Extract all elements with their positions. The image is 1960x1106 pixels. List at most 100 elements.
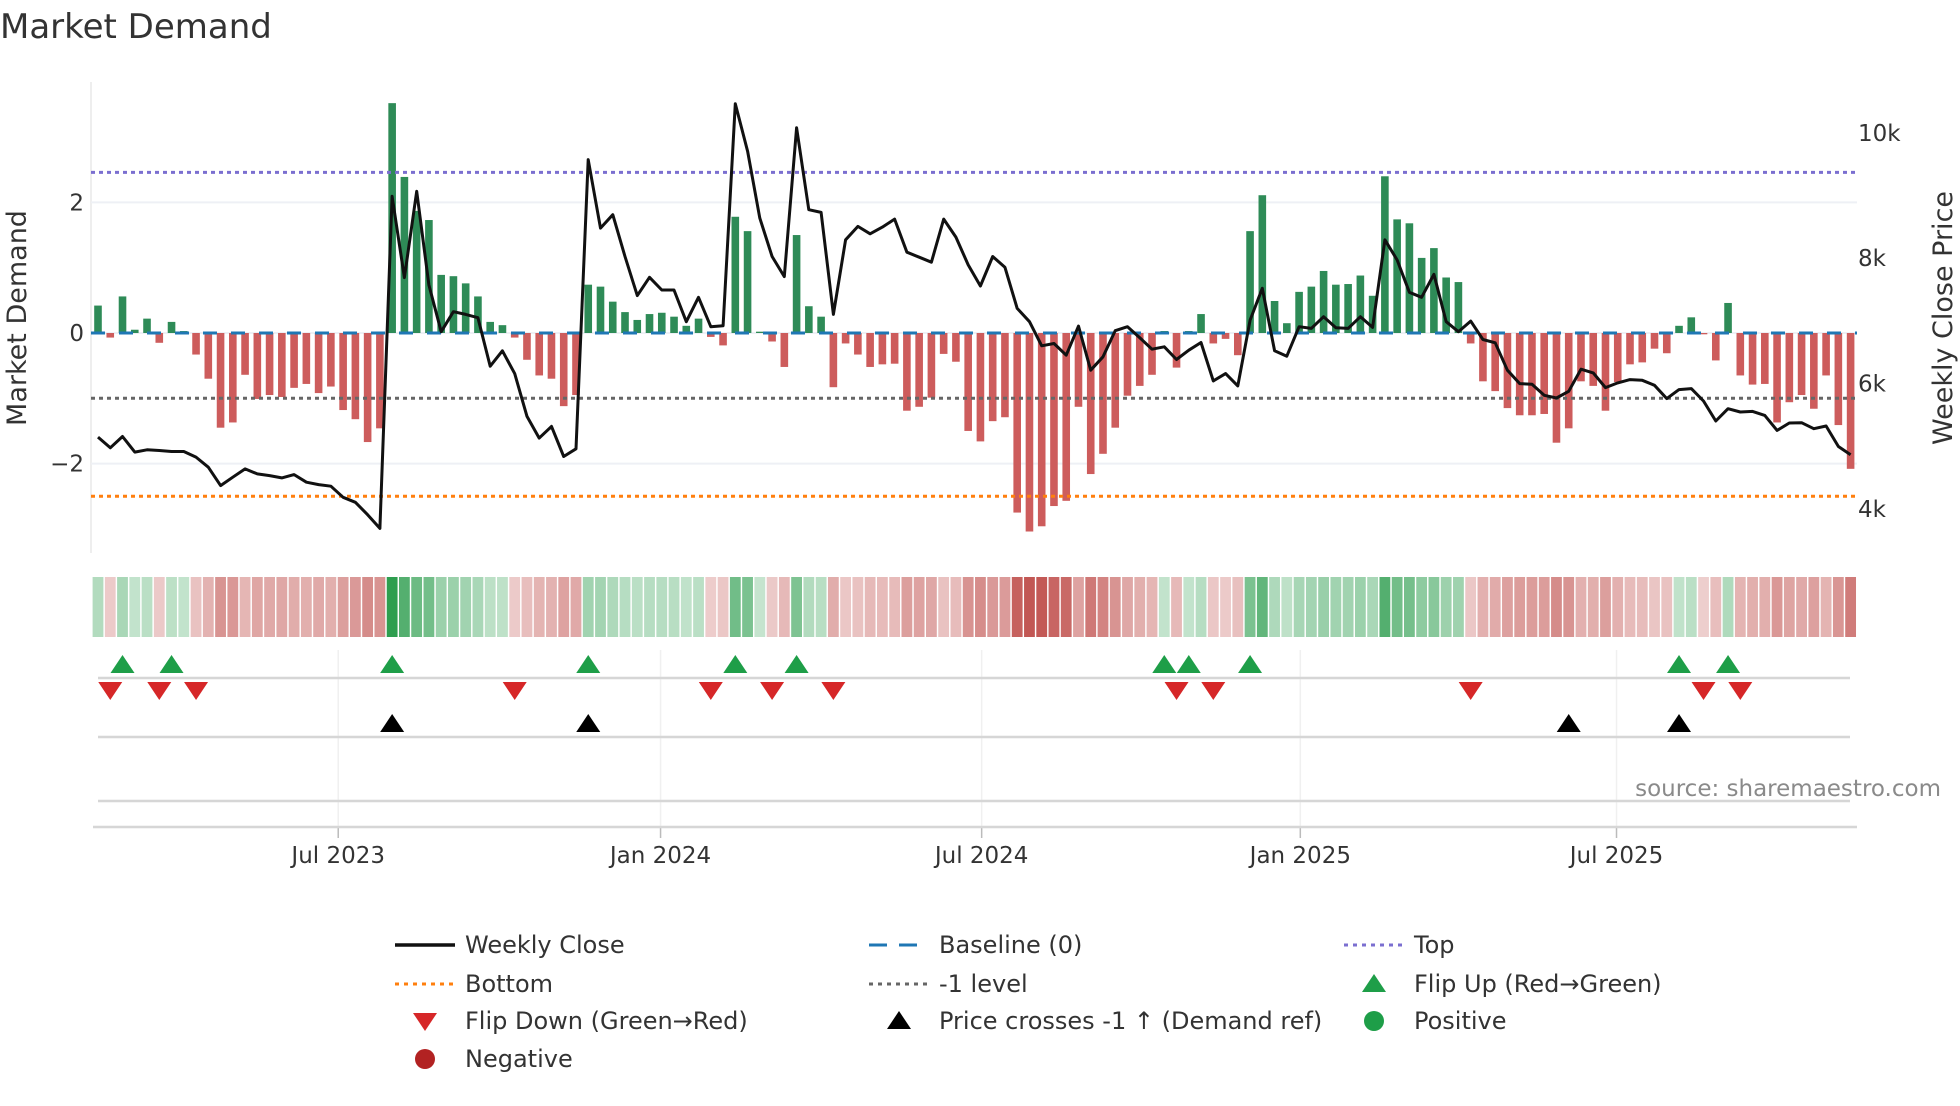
heat-cell — [509, 577, 521, 637]
y2-tick-label: 6k — [1858, 372, 1887, 398]
demand-bar — [437, 274, 445, 333]
legend-label: Price crosses -1 ↑ (Demand ref) — [939, 1007, 1322, 1035]
demand-bar — [670, 316, 678, 333]
axis-ticks: 2 0 −2 10k 8k 6k 4k — [50, 121, 1901, 523]
demand-bar — [1491, 333, 1499, 392]
demand-bar — [314, 333, 323, 394]
legend-triangle-down-icon — [413, 1013, 437, 1031]
heat-cell — [1796, 577, 1807, 637]
demand-bar — [1564, 333, 1573, 429]
heat-cell — [999, 577, 1011, 637]
demand-bar — [498, 325, 507, 333]
demand-bar — [1810, 333, 1818, 409]
flip-down-marker — [184, 682, 209, 700]
heat-cell — [325, 577, 337, 637]
gridlines — [90, 82, 1857, 553]
demand-bar — [510, 333, 519, 338]
demand-bar — [1724, 302, 1732, 333]
demand-bar — [1270, 301, 1279, 333]
heat-cell — [1195, 577, 1207, 637]
heat-cell — [1624, 577, 1636, 637]
heat-cell — [558, 577, 570, 637]
heat-cell — [595, 577, 606, 637]
heat-cell — [1354, 577, 1366, 637]
demand-bar — [1209, 333, 1218, 344]
demand-bar — [143, 318, 151, 333]
demand-bar — [1761, 333, 1769, 384]
legend-label: Bottom — [465, 970, 553, 998]
demand-bar — [461, 283, 470, 333]
flip-up-marker — [380, 655, 405, 673]
demand-bar — [1001, 333, 1009, 418]
demand-bar — [657, 312, 666, 333]
heat-cell — [1134, 577, 1146, 637]
heat-cell — [1256, 577, 1268, 637]
demand-bar — [1037, 333, 1046, 527]
demand-bar — [927, 333, 936, 398]
demand-bar — [841, 333, 850, 344]
y2-tick-label: 4k — [1858, 497, 1887, 523]
demand-bar — [903, 333, 911, 411]
heat-cell — [1318, 577, 1329, 637]
demand-bar — [1711, 333, 1720, 361]
demand-bar — [1258, 195, 1267, 333]
demand-bar — [1479, 333, 1487, 382]
legend-label: Negative — [465, 1045, 573, 1073]
flip-down-marker — [1458, 682, 1483, 700]
heat-cell — [1563, 577, 1575, 637]
heat-cell — [362, 577, 374, 637]
demand-bar — [486, 321, 494, 333]
heat-cell — [129, 577, 141, 637]
flip-up-marker — [1238, 655, 1263, 673]
legend-label: Positive — [1414, 1007, 1507, 1035]
heat-cell — [497, 577, 508, 637]
heat-cell — [141, 577, 153, 637]
heat-cell — [570, 577, 582, 637]
demand-bar — [1822, 333, 1830, 376]
heat-cell — [1379, 577, 1391, 637]
demand-bar — [400, 176, 409, 333]
heat-cell — [239, 577, 251, 637]
heat-cell — [1085, 577, 1097, 637]
demand-bar — [866, 333, 874, 367]
heat-cell — [1526, 577, 1538, 637]
heat-cell — [852, 577, 864, 637]
heat-cell — [423, 577, 435, 637]
demand-bar — [633, 319, 642, 333]
heat-cell — [1636, 577, 1648, 637]
demand-bar — [1442, 277, 1450, 333]
heat-cell — [1024, 577, 1035, 637]
demand-bar — [535, 333, 544, 376]
heat-cell — [1122, 577, 1133, 637]
y-tick-label: 2 — [69, 190, 84, 216]
heat-cell — [178, 577, 190, 637]
heat-cell — [1146, 577, 1158, 637]
demand-bar — [805, 306, 813, 333]
demand-bar — [1234, 333, 1242, 356]
heat-cell — [448, 577, 459, 637]
demand-bar — [523, 333, 531, 360]
heat-cell — [484, 577, 496, 637]
heat-cell — [607, 577, 619, 637]
heat-cell — [938, 577, 950, 637]
demand-bar — [1025, 333, 1034, 532]
legend-label: -1 level — [939, 970, 1028, 998]
demand-bar — [878, 333, 887, 365]
heat-cell — [117, 577, 128, 637]
heat-cell — [1489, 577, 1501, 637]
demand-bar — [1246, 231, 1254, 333]
heat-cell — [668, 577, 680, 637]
heat-cell — [1391, 577, 1403, 637]
demand-bar — [1846, 333, 1855, 469]
heat-cell — [1783, 577, 1795, 637]
demand-bar — [351, 333, 360, 420]
heat-cell — [1710, 577, 1722, 637]
demand-bar — [192, 333, 200, 355]
heat-cell — [1587, 577, 1599, 637]
heat-cell — [766, 577, 778, 637]
heat-cell — [1403, 577, 1415, 637]
demand-bar — [988, 333, 997, 422]
weekly-close-line — [97, 102, 1852, 530]
demand-bar — [1332, 284, 1340, 333]
demand-bar — [1675, 325, 1683, 333]
